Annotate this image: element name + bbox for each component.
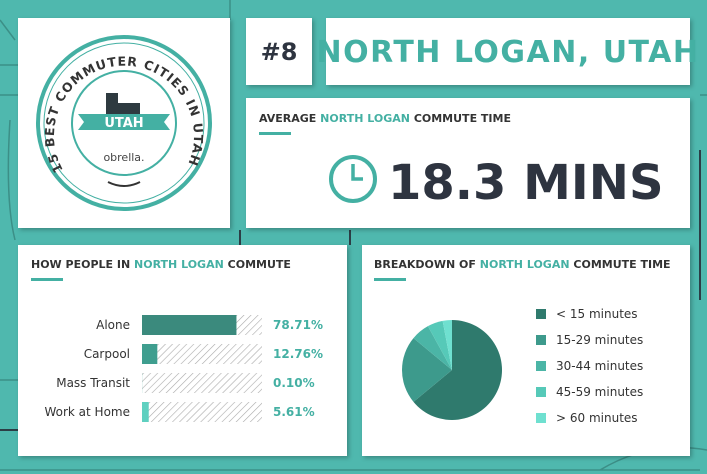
- pie-slice: [442, 320, 452, 370]
- legend-swatch: [536, 335, 546, 345]
- title-part: COMMUTE TIME: [573, 258, 670, 271]
- average-value: 18.3 MINS: [388, 155, 664, 211]
- value-label: 12.76%: [273, 347, 323, 361]
- rank: #8: [261, 38, 298, 66]
- legend-label: < 15 minutes: [556, 307, 638, 321]
- bar: [142, 344, 158, 364]
- bar: [142, 315, 237, 335]
- title-part: COMMUTE TIME: [414, 112, 511, 125]
- badge-state: UTAH: [104, 116, 143, 131]
- bar-track: [142, 402, 262, 422]
- average-card: [246, 98, 690, 228]
- chart-title: BREAKDOWN OF NORTH LOGAN COMMUTE TIME: [374, 258, 671, 271]
- category-label: Alone: [96, 318, 130, 332]
- legend-swatch: [536, 413, 546, 423]
- legend-label: > 60 minutes: [556, 411, 638, 425]
- title-city: NORTH LOGAN: [320, 112, 410, 125]
- pie-slice: [413, 326, 452, 370]
- clock-icon: [329, 155, 377, 203]
- utah-shape: [106, 93, 140, 117]
- underline: [31, 278, 63, 281]
- pie-slice: [402, 338, 452, 402]
- underline: [259, 132, 291, 135]
- pie-slice: [427, 320, 452, 370]
- badge-ring: [36, 35, 212, 211]
- category-label: Work at Home: [44, 405, 130, 419]
- title-part: BREAKDOWN OF: [374, 258, 476, 271]
- value-label: 78.71%: [273, 318, 323, 332]
- title-part: COMMUTE: [228, 258, 291, 271]
- legend-swatch: [536, 387, 546, 397]
- average-title: AVERAGE NORTH LOGAN COMMUTE TIME: [259, 112, 511, 125]
- bar-track: [142, 344, 262, 364]
- laurel: [107, 181, 141, 187]
- badge-brand: obrella.: [103, 151, 144, 164]
- category-label: Mass Transit: [56, 376, 130, 390]
- city: NORTH LOGAN, UTAH: [316, 35, 699, 70]
- chart-title: HOW PEOPLE IN NORTH LOGAN COMMUTE: [31, 258, 291, 271]
- city-card: [326, 18, 690, 85]
- legend-label: 45-59 minutes: [556, 385, 643, 399]
- rank-card: [246, 18, 312, 85]
- title-part: HOW PEOPLE IN: [31, 258, 130, 271]
- legend-label: 30-44 minutes: [556, 359, 643, 373]
- value-label: 5.61%: [273, 405, 315, 419]
- underline: [374, 278, 406, 281]
- title-city: NORTH LOGAN: [480, 258, 570, 271]
- legend-label: 15-29 minutes: [556, 333, 643, 347]
- title-part: AVERAGE: [259, 112, 316, 125]
- ribbon: [78, 114, 170, 130]
- legend-swatch: [536, 361, 546, 371]
- legend-swatch: [536, 309, 546, 319]
- badge-core: [71, 70, 177, 176]
- badge-ring-inner: [43, 42, 205, 204]
- pie-slice: [413, 320, 502, 420]
- bar: [142, 402, 149, 422]
- category-label: Carpool: [84, 347, 130, 361]
- value-label: 0.10%: [273, 376, 315, 390]
- bar-track: [142, 373, 262, 393]
- title-city: NORTH LOGAN: [134, 258, 224, 271]
